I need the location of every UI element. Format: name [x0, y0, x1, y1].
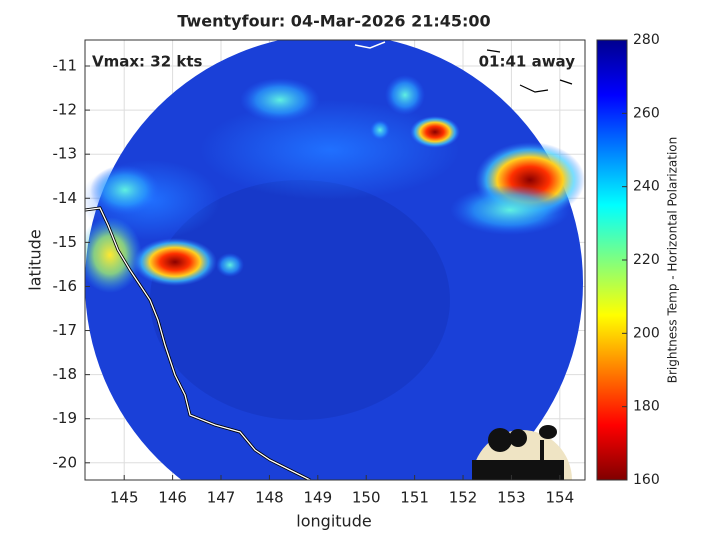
x-tick-label: 149 [303, 489, 332, 507]
y-tick-label: -18 [53, 365, 78, 383]
x-tick-label: 151 [400, 489, 429, 507]
colorbar-tick-label: 200 [633, 325, 660, 341]
y-tick-label: -19 [53, 409, 78, 427]
x-tick-label: 148 [255, 489, 284, 507]
y-tick-label: -14 [53, 189, 78, 207]
x-tick-label: 145 [110, 489, 139, 507]
away-annotation: 01:41 away [479, 53, 576, 71]
y-axis-label: latitude [26, 229, 45, 290]
y-tick-label: -16 [53, 277, 78, 295]
x-tick-label: 153 [497, 489, 526, 507]
colorbar-tick-label: 280 [633, 32, 660, 48]
y-tick-label: -12 [53, 101, 78, 119]
colorbar-tick-label: 260 [633, 105, 660, 121]
y-tick-label: -11 [53, 57, 78, 75]
x-tick-label: 147 [207, 489, 236, 507]
colorbar-tick-label: 240 [633, 179, 660, 195]
x-tick-label: 152 [449, 489, 478, 507]
colorbar-tick-label: 220 [633, 252, 660, 268]
x-tick-label: 146 [158, 489, 187, 507]
cimss-logo [472, 425, 572, 480]
x-tick-label: 150 [352, 489, 381, 507]
vmax-annotation: Vmax: 32 kts [92, 53, 202, 71]
y-tick-label: -15 [53, 233, 78, 251]
x-axis-label: longitude [296, 512, 371, 531]
y-tick-label: -20 [53, 453, 78, 471]
colorbar-tick-label: 180 [633, 399, 660, 415]
colorbar-tick-label: 160 [633, 472, 660, 488]
colorbar-label: Brightness Temp - Horizontal Polarizatio… [666, 137, 680, 384]
satellite-image [85, 40, 585, 480]
y-tick-label: -17 [53, 321, 78, 339]
y-tick-label: -13 [53, 145, 78, 163]
title: Twentyfour: 04-Mar-2026 21:45:00 [177, 12, 490, 31]
plot-frame [84, 39, 586, 481]
x-tick-label: 154 [546, 489, 575, 507]
